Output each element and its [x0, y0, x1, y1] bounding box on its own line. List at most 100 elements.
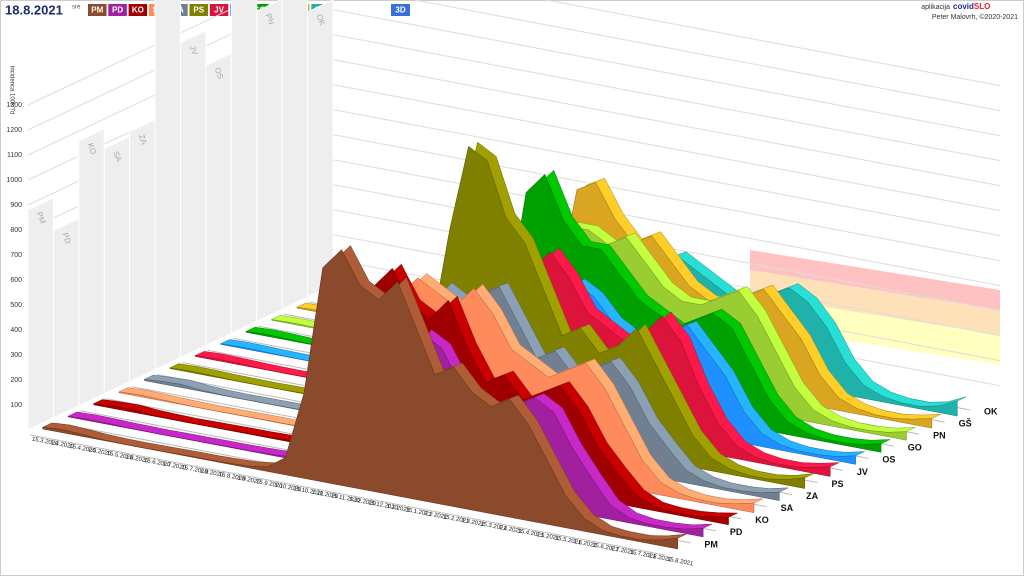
grid-line [411, 0, 1001, 112]
x-tick-label: 15.10.2020 [293, 486, 324, 498]
region-button[interactable] [108, 4, 127, 16]
grid-line [334, 34, 1001, 162]
y-tick-label: 700 [10, 252, 22, 259]
x-tick-label: 15.6.2020 [143, 458, 171, 469]
wall-label: PD [60, 231, 72, 245]
x-tick-label: 15.12.2020 [368, 500, 399, 512]
x-tick-label: 15.5.2021 [554, 535, 582, 546]
x-tick-label: 1.8.2020 [199, 468, 224, 478]
x-tick-label: 15.3.2020 [31, 437, 59, 448]
series-label: OS [882, 455, 895, 465]
wall-label: ZA [137, 133, 149, 146]
region-button-label[interactable]: PS [193, 6, 204, 15]
wall-bar [205, 52, 232, 347]
series-label: OK [984, 406, 998, 416]
x-tick-label: 15.4.2021 [517, 528, 545, 539]
grid-line [334, 59, 1001, 187]
x-tick-label: 1.9.2020 [237, 475, 262, 485]
x-tick-label: 15.3.2021 [480, 521, 508, 532]
y-tick-label: 200 [10, 377, 22, 384]
series-label: PD [730, 527, 743, 537]
x-tick-label: 15.6.2021 [592, 543, 620, 554]
region-button[interactable] [128, 4, 148, 16]
grid-line [334, 159, 1001, 287]
region-button-label[interactable]: JV [214, 6, 224, 15]
x-tick-label: 1.5.2021 [536, 532, 561, 542]
x-tick-label: 15.7.2021 [629, 550, 657, 561]
view-button-label[interactable]: 3D [395, 6, 405, 15]
wall-bar [78, 127, 105, 407]
region-button[interactable] [189, 4, 209, 16]
x-tick-label: 1.12.2020 [349, 497, 377, 508]
wall-bar [129, 118, 156, 383]
wall-bar [230, 0, 258, 335]
floor-line [29, 434, 666, 556]
x-tick-label: 1.2.2021 [424, 511, 449, 521]
region-button[interactable] [88, 4, 107, 16]
wall-bar [180, 29, 207, 359]
x-tick-label: 15.11.2020 [330, 493, 361, 505]
y-tick-label: 400 [10, 327, 22, 334]
x-tick-label: 1.8.2021 [648, 553, 673, 563]
y-tick-label: 100 [10, 402, 22, 409]
series-label: PN [933, 431, 946, 441]
x-tick-label: 15.1.2021 [405, 507, 433, 518]
region-button-label[interactable]: PM [91, 6, 103, 15]
x-tick-label: 15.8.2020 [218, 472, 246, 483]
x-tick-label: 1.5.2020 [87, 447, 112, 457]
wall-label: PM [35, 211, 48, 226]
wall-bar [307, 0, 334, 298]
wall-bar [103, 135, 131, 395]
x-tick-label: 15.5.2020 [106, 451, 134, 462]
date: 18.8.2021 [5, 2, 63, 17]
series-label: PM [704, 539, 718, 549]
series-label: GŠ [959, 417, 972, 428]
x-tick-label: 15.7.2020 [181, 465, 209, 476]
wall-label: OK [314, 13, 327, 28]
wall-bar [281, 0, 309, 310]
weekday: sre [72, 5, 81, 11]
grid-line [334, 109, 1001, 237]
view-button[interactable] [391, 4, 410, 16]
wall-bar [52, 217, 80, 419]
series-label: JV [857, 467, 868, 477]
grid-line [543, 0, 1001, 87]
x-tick-label: 1.7.2021 [610, 546, 635, 556]
grid-line [334, 134, 1001, 262]
x-tick-label: 1.7.2020 [162, 461, 187, 471]
wall-bar [256, 0, 283, 323]
x-tick-label: 15.4.2020 [69, 444, 97, 455]
series-label: SA [781, 503, 794, 513]
y-tick-label: 300 [10, 352, 22, 359]
author: Peter Malovrh, ©2020-2021 [932, 13, 1018, 21]
y-axis-label: Incidenca 100k/7d [8, 66, 14, 115]
wall-label: JV [188, 44, 200, 56]
x-tick-label: 1.1.2021 [386, 504, 411, 514]
wall-label: KO [86, 142, 98, 156]
series-label: PS [832, 479, 844, 489]
y-tick-label: 600 [10, 277, 22, 284]
series-label: KO [755, 515, 769, 525]
brand: covidSLO [953, 2, 990, 11]
region-button-label[interactable]: PD [112, 6, 123, 15]
region-button-label[interactable]: KO [132, 6, 144, 15]
y-tick-label: 1000 [6, 177, 22, 184]
wall-label: OS [213, 66, 225, 80]
app-label: aplikacija [921, 4, 950, 11]
x-tick-label: 1.10.2020 [274, 483, 302, 494]
series-label: GO [908, 443, 922, 453]
y-tick-label: 1100 [7, 152, 22, 159]
y-tick-label: 1300 [6, 102, 22, 109]
x-tick-label: 15.9.2020 [255, 479, 283, 490]
x-tick-label: 1.6.2020 [125, 454, 150, 464]
wall-bar [154, 0, 181, 371]
x-tick-label: 1.11.2020 [311, 490, 339, 501]
band-red [750, 250, 1000, 310]
band-orange [750, 270, 1000, 335]
y-tick-label: 800 [10, 227, 22, 234]
ribbon [42, 249, 678, 550]
series-label: ZA [806, 491, 818, 501]
grid-line [334, 9, 1001, 137]
x-tick-label: 1.4.2021 [498, 525, 523, 535]
